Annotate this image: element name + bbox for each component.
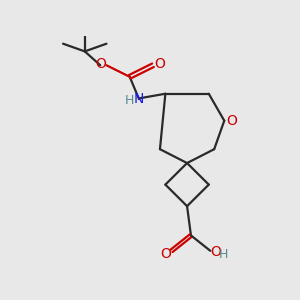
Text: O: O [95, 57, 106, 71]
Text: H: H [219, 248, 228, 261]
Text: O: O [154, 57, 165, 71]
Text: O: O [210, 244, 221, 259]
Text: O: O [226, 114, 238, 128]
Text: N: N [134, 92, 144, 106]
Text: O: O [160, 247, 171, 261]
Text: H: H [125, 94, 134, 107]
